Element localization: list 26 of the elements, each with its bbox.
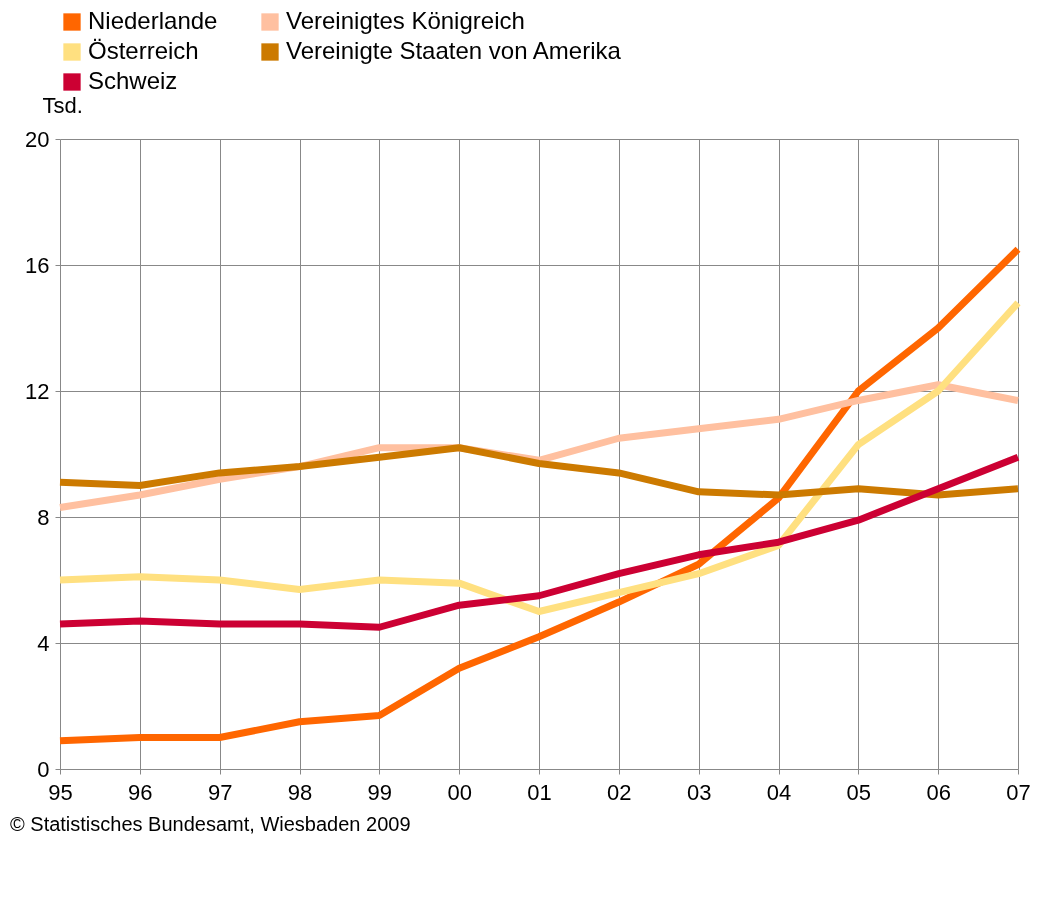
x-tick-label: 99	[367, 779, 393, 805]
x-tick-label: 06	[926, 779, 951, 805]
y-tick-label: 8	[37, 504, 50, 530]
legend-label: Schweiz	[88, 67, 178, 94]
x-tick-label: 03	[686, 779, 712, 805]
y-tick-label: 0	[37, 756, 50, 782]
y-tick-label: 16	[25, 252, 50, 278]
y-tick-label: 12	[25, 378, 50, 404]
x-tick-label: 07	[1006, 779, 1031, 805]
x-tick-label: 00	[447, 779, 472, 805]
x-tick-label: 97	[207, 779, 233, 805]
legend-label: Vereinigte Staaten von Amerika	[286, 37, 622, 64]
x-tick-label: 98	[287, 779, 313, 805]
text: © Statistisches Bundesamt, Wiesbaden 2009	[10, 813, 411, 835]
y-axis-title: Tsd.	[42, 92, 83, 118]
x-tick-label: 02	[607, 779, 632, 805]
legend-label: Niederlande	[88, 7, 218, 34]
x-tick-label: 04	[766, 779, 792, 805]
x-tick-label: 01	[527, 779, 552, 805]
x-tick-label: 05	[846, 779, 872, 805]
x-tick-label: 95	[48, 779, 73, 805]
y-tick-label: 4	[37, 630, 50, 656]
x-tick-label: 96	[128, 779, 153, 805]
y-tick-label: 20	[25, 126, 50, 152]
legend-label: Österreich	[88, 37, 199, 64]
legend-label: Vereinigtes Königreich	[286, 7, 525, 34]
